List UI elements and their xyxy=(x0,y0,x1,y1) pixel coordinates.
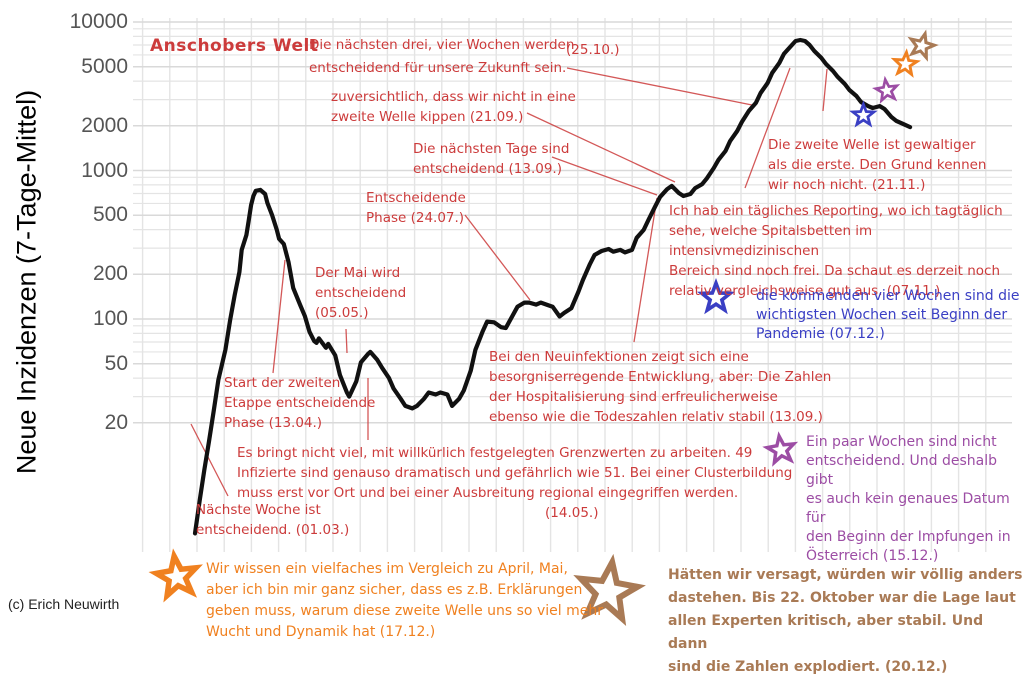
chart-title: Anschobers Welt xyxy=(150,36,319,56)
annotation-13-09-short: Die nächsten Tage sind entscheidend (13.… xyxy=(413,141,570,177)
y-tick-label: 5000 xyxy=(81,54,128,78)
y-tick-label: 50 xyxy=(104,351,128,375)
y-tick-label: 100 xyxy=(92,307,128,330)
quote-brown-20-12: Hätten wir versagt, würden wir völlig an… xyxy=(668,567,1023,675)
y-tick-label: 1000 xyxy=(81,158,128,182)
y-tick-label: 2000 xyxy=(81,113,128,137)
event-star-orange-icon-inner xyxy=(898,56,913,71)
quote-blue-07-12: die kommenden vier Wochen sind die wicht… xyxy=(756,288,1020,342)
annotation-05-05: Der Mai wird entscheidend (05.05.) xyxy=(315,265,407,321)
annotation-01-03: Nächste Woche ist entscheidend. (01.03.) xyxy=(196,502,350,538)
y-tick-label: 20 xyxy=(104,410,128,434)
annotation-14-05: Es bringt nicht viel, mit willkürlich fe… xyxy=(237,445,793,501)
annotation-21-11: Die zweite Welle ist gewaltiger als die … xyxy=(768,137,987,193)
orange-star-icon xyxy=(148,548,203,603)
event-stars xyxy=(849,29,939,128)
annotation-24-07: Entscheidende Phase (24.07.) xyxy=(366,190,466,226)
purple-star-icon-inner xyxy=(772,441,790,459)
credit: (c) Erich Neuwirth xyxy=(8,596,120,612)
annotation-21-09: zuversichtlich, dass wir nicht in eine z… xyxy=(331,89,576,125)
annotation-13-04: Start der zweiten Etappe entscheidende P… xyxy=(224,375,376,431)
legend-stars xyxy=(148,278,799,627)
quote-orange-17-12: Wir wissen ein vielfaches im Vergleich z… xyxy=(206,561,603,640)
annotation-25-10-date: (25.10.) xyxy=(566,42,620,58)
event-star-brown-icon-inner xyxy=(915,38,930,54)
event-star-blue-icon-inner xyxy=(856,108,871,122)
brown-star-icon xyxy=(573,553,646,627)
event-star-purple-icon-inner xyxy=(879,83,894,97)
annotation-14-05-date: (14.05.) xyxy=(545,505,599,521)
annotation-13-09-long: Bei den Neuinfektionen zeigt sich eine b… xyxy=(489,349,832,425)
y-tick-label: 200 xyxy=(92,262,128,286)
gridlines xyxy=(133,18,1012,552)
y-tick-label: 500 xyxy=(92,203,128,227)
incidence-curve xyxy=(192,37,913,536)
annotation-07-11: Ich hab ein tägliches Reporting, wo ich … xyxy=(669,203,1003,299)
annotation-25-10: Die nächsten drei, vier Wochen werden en… xyxy=(309,37,575,76)
blue-star-icon-inner xyxy=(706,288,726,306)
quote-purple-15-12: Ein paar Wochen sind nicht entscheidend.… xyxy=(806,434,1011,564)
leader-lines xyxy=(190,67,828,497)
y-tick-label: 10000 xyxy=(69,10,128,33)
